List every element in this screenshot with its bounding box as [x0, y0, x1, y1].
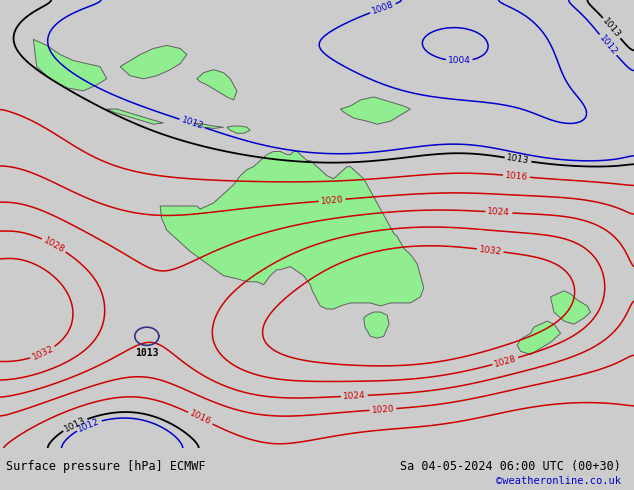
Text: 1013: 1013 [506, 153, 530, 166]
Text: 1012: 1012 [77, 416, 101, 434]
Polygon shape [197, 70, 237, 100]
Text: 1013: 1013 [63, 415, 87, 434]
Polygon shape [107, 109, 164, 124]
Text: 1008: 1008 [371, 0, 395, 16]
Polygon shape [160, 151, 424, 309]
Text: ©weatheronline.co.uk: ©weatheronline.co.uk [496, 476, 621, 486]
Text: 1020: 1020 [372, 404, 394, 415]
Text: 1016: 1016 [188, 409, 212, 427]
Text: 1016: 1016 [505, 171, 528, 182]
Text: 1020: 1020 [320, 195, 344, 206]
Text: 1004: 1004 [448, 56, 470, 66]
Text: 1032: 1032 [478, 245, 502, 256]
Text: 1032: 1032 [30, 344, 55, 362]
Text: 1013: 1013 [601, 16, 623, 40]
Polygon shape [193, 123, 224, 128]
Polygon shape [340, 97, 410, 124]
Polygon shape [364, 312, 389, 338]
Text: 1028: 1028 [493, 354, 517, 368]
Text: 1012: 1012 [597, 33, 619, 57]
Text: 1012: 1012 [180, 116, 205, 131]
Text: 1024: 1024 [343, 391, 366, 401]
Polygon shape [550, 291, 591, 324]
Polygon shape [517, 321, 560, 354]
Text: Surface pressure [hPa] ECMWF: Surface pressure [hPa] ECMWF [6, 460, 206, 473]
Polygon shape [34, 39, 107, 91]
Text: 1024: 1024 [488, 207, 510, 218]
Text: 1013: 1013 [135, 348, 158, 358]
Polygon shape [227, 126, 250, 133]
Polygon shape [120, 46, 187, 79]
Text: 1028: 1028 [42, 236, 66, 254]
Text: Sa 04-05-2024 06:00 UTC (00+30): Sa 04-05-2024 06:00 UTC (00+30) [401, 460, 621, 473]
